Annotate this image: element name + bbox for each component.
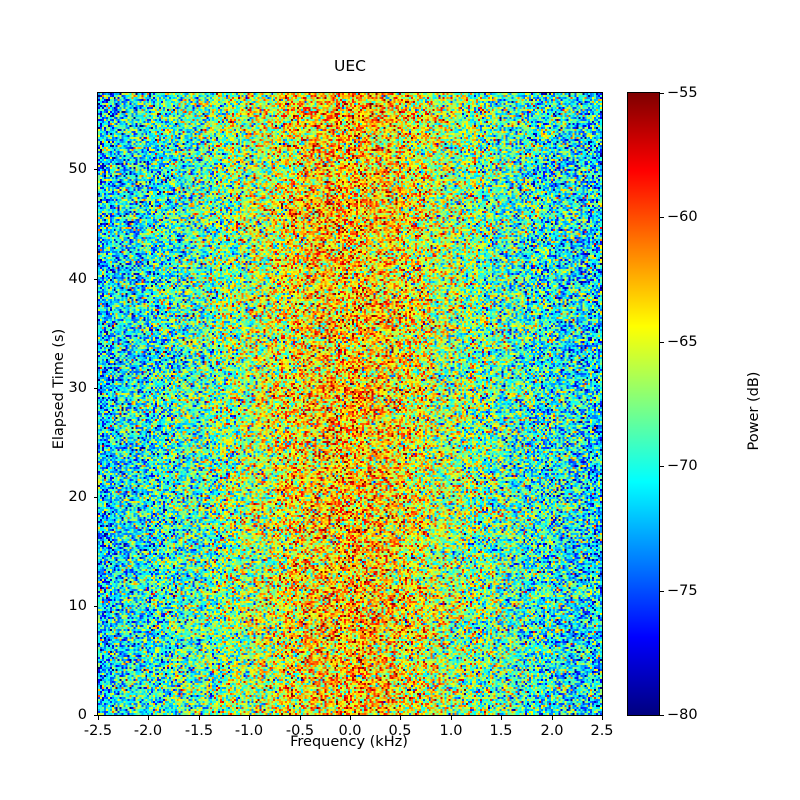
colorbar-label: Power (dB) — [746, 371, 762, 451]
y-tick-label: 0 — [77, 707, 87, 723]
x-tick-mark — [552, 716, 553, 720]
x-tick-mark — [98, 716, 99, 720]
y-tick-label: 20 — [68, 489, 87, 505]
y-tick-mark — [94, 497, 98, 498]
x-tick-label: -1.5 — [184, 723, 214, 739]
x-tick-label: 2.5 — [590, 723, 614, 739]
y-tick-mark — [94, 388, 98, 389]
colorbar — [627, 92, 660, 716]
colorbar-tick-mark — [660, 342, 664, 343]
colorbar-tick-mark — [660, 93, 664, 94]
colorbar-tick-label: −65 — [667, 334, 698, 350]
x-tick-label: -2.0 — [133, 723, 163, 739]
x-tick-label: 1.0 — [439, 723, 463, 739]
x-tick-mark — [602, 716, 603, 720]
colorbar-tick-mark — [660, 715, 664, 716]
x-tick-label: 0.5 — [388, 723, 412, 739]
x-tick-label: 2.0 — [540, 723, 564, 739]
x-tick-mark — [501, 716, 502, 720]
colorbar-tick-label: −80 — [667, 707, 698, 723]
y-tick-label: 10 — [68, 598, 87, 614]
x-tick-mark — [400, 716, 401, 720]
y-tick-mark — [94, 279, 98, 280]
x-tick-label: -0.5 — [285, 723, 315, 739]
x-tick-mark — [199, 716, 200, 720]
spectrogram-image — [98, 93, 602, 715]
colorbar-tick-label: −60 — [667, 209, 698, 225]
x-tick-mark — [249, 716, 250, 720]
y-tick-mark — [94, 715, 98, 716]
y-tick-label: 50 — [68, 161, 87, 177]
colorbar-tick-mark — [660, 217, 664, 218]
spectrogram-plot-area — [97, 92, 603, 716]
x-tick-label: -2.5 — [83, 723, 113, 739]
y-tick-mark — [94, 169, 98, 170]
x-tick-mark — [451, 716, 452, 720]
colorbar-tick-label: −55 — [667, 85, 698, 101]
x-tick-label: 0.0 — [338, 723, 362, 739]
x-tick-mark — [350, 716, 351, 720]
title-line-station: UEC — [334, 57, 366, 75]
colorbar-tick-mark — [660, 466, 664, 467]
colorbar-tick-mark — [660, 591, 664, 592]
x-axis-label: Frequency (kHz) — [290, 734, 408, 750]
x-tick-label: 1.5 — [489, 723, 513, 739]
y-tick-label: 30 — [68, 380, 87, 396]
colorbar-tick-label: −75 — [667, 583, 698, 599]
colorbar-gradient — [628, 93, 659, 715]
y-tick-label: 40 — [68, 271, 87, 287]
y-tick-mark — [94, 606, 98, 607]
x-tick-mark — [300, 716, 301, 720]
x-tick-mark — [148, 716, 149, 720]
x-tick-label: -1.0 — [234, 723, 264, 739]
colorbar-tick-label: −70 — [667, 458, 698, 474]
